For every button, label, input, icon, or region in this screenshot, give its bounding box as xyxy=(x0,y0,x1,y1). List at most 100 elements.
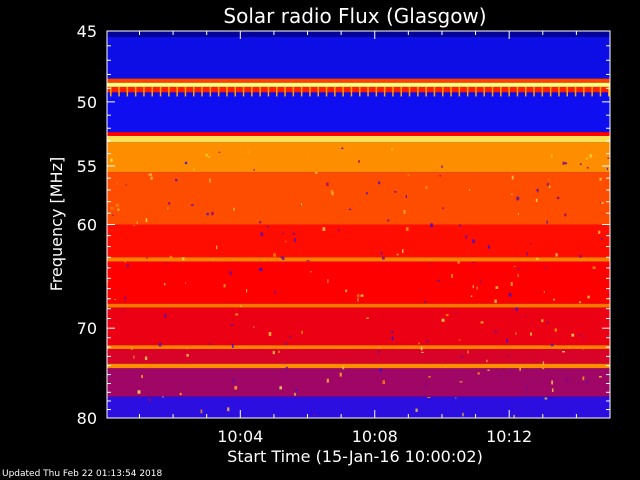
texture-mark xyxy=(400,86,402,97)
texture-mark xyxy=(598,230,601,234)
texture-mark xyxy=(143,86,145,97)
texture-mark xyxy=(455,397,457,399)
texture-mark xyxy=(579,254,582,258)
texture-mark xyxy=(327,279,329,284)
texture-mark xyxy=(517,273,519,278)
texture-mark xyxy=(163,283,166,286)
texture-mark xyxy=(116,182,118,185)
texture-mark xyxy=(525,86,527,97)
texture-mark xyxy=(459,224,461,227)
texture-mark xyxy=(550,344,554,347)
texture-mark xyxy=(242,86,245,97)
texture-mark xyxy=(510,193,513,195)
texture-mark xyxy=(551,388,554,393)
texture-mark xyxy=(491,86,494,97)
texture-mark xyxy=(396,253,399,256)
texture-mark xyxy=(234,86,236,97)
texture-mark xyxy=(107,396,110,399)
texture-mark xyxy=(165,262,168,264)
texture-mark xyxy=(535,257,539,260)
texture-mark xyxy=(599,177,602,181)
texture-mark xyxy=(392,86,394,97)
band-16 xyxy=(107,348,610,364)
texture-mark xyxy=(375,86,378,97)
texture-mark xyxy=(159,86,162,97)
texture-mark xyxy=(523,316,526,318)
texture-mark xyxy=(183,397,186,401)
texture-mark xyxy=(564,162,568,165)
texture-mark xyxy=(516,86,519,97)
texture-mark xyxy=(556,196,560,200)
texture-mark xyxy=(326,182,329,187)
texture-mark xyxy=(211,211,214,216)
texture-mark xyxy=(209,86,212,97)
texture-mark xyxy=(469,189,471,191)
texture-mark xyxy=(507,355,510,357)
texture-mark xyxy=(515,307,518,311)
texture-mark xyxy=(357,298,359,302)
texture-mark xyxy=(437,279,440,282)
texture-mark xyxy=(299,204,302,207)
texture-mark xyxy=(460,356,463,359)
texture-mark xyxy=(317,86,319,97)
band-19 xyxy=(107,396,610,418)
texture-mark xyxy=(150,176,153,180)
texture-mark xyxy=(394,191,397,193)
texture-mark xyxy=(200,409,203,414)
texture-mark xyxy=(216,245,218,250)
texture-mark xyxy=(300,203,302,206)
texture-mark xyxy=(175,179,178,182)
texture-mark xyxy=(309,86,311,97)
texture-mark xyxy=(546,220,548,224)
texture-mark xyxy=(544,397,548,400)
y-tick-label-55: 55 xyxy=(77,157,97,176)
band-6 xyxy=(107,132,610,136)
texture-mark xyxy=(529,243,531,245)
texture-mark xyxy=(246,289,248,293)
texture-mark xyxy=(451,273,454,278)
texture-mark xyxy=(201,86,203,97)
texture-mark xyxy=(601,202,604,204)
texture-mark xyxy=(274,291,277,295)
y-axis: 45 50 55 60 70 80 xyxy=(77,22,610,428)
texture-mark xyxy=(418,342,420,345)
texture-mark xyxy=(433,86,436,97)
texture-mark xyxy=(589,154,593,158)
texture-mark xyxy=(487,245,490,249)
texture-mark xyxy=(206,155,209,158)
texture-mark xyxy=(500,86,502,97)
texture-mark xyxy=(579,163,582,166)
texture-mark xyxy=(516,196,520,201)
texture-mark xyxy=(403,210,406,214)
texture-mark xyxy=(193,86,195,97)
texture-mark xyxy=(191,204,194,206)
texture-mark xyxy=(266,225,269,228)
updated-timestamp: Updated Thu Feb 22 01:13:54 2018 xyxy=(2,469,163,479)
texture-mark xyxy=(337,228,340,232)
y-tick-label-45: 45 xyxy=(77,22,97,41)
texture-mark xyxy=(535,292,538,294)
texture-mark xyxy=(487,369,490,371)
y-tick-label-70: 70 xyxy=(77,319,97,338)
texture-mark xyxy=(457,261,460,264)
texture-mark xyxy=(554,344,557,346)
texture-mark xyxy=(233,207,235,211)
texture-mark xyxy=(267,86,270,97)
band-11 xyxy=(107,257,610,262)
texture-mark xyxy=(360,294,364,297)
texture-mark xyxy=(231,344,234,348)
texture-mark xyxy=(209,178,211,183)
y-axis-label: Frequency [MHz] xyxy=(47,157,66,291)
texture-mark xyxy=(459,381,463,383)
texture-mark xyxy=(578,334,581,336)
texture-mark xyxy=(211,258,215,262)
texture-mark xyxy=(280,256,284,259)
texture-mark xyxy=(515,332,517,335)
x-tick-label-10:04: 10:04 xyxy=(217,427,263,446)
texture-mark xyxy=(586,167,589,169)
texture-mark xyxy=(401,249,404,253)
texture-mark xyxy=(382,256,385,260)
texture-mark xyxy=(606,167,608,170)
texture-mark xyxy=(526,386,528,389)
texture-mark xyxy=(592,266,596,269)
